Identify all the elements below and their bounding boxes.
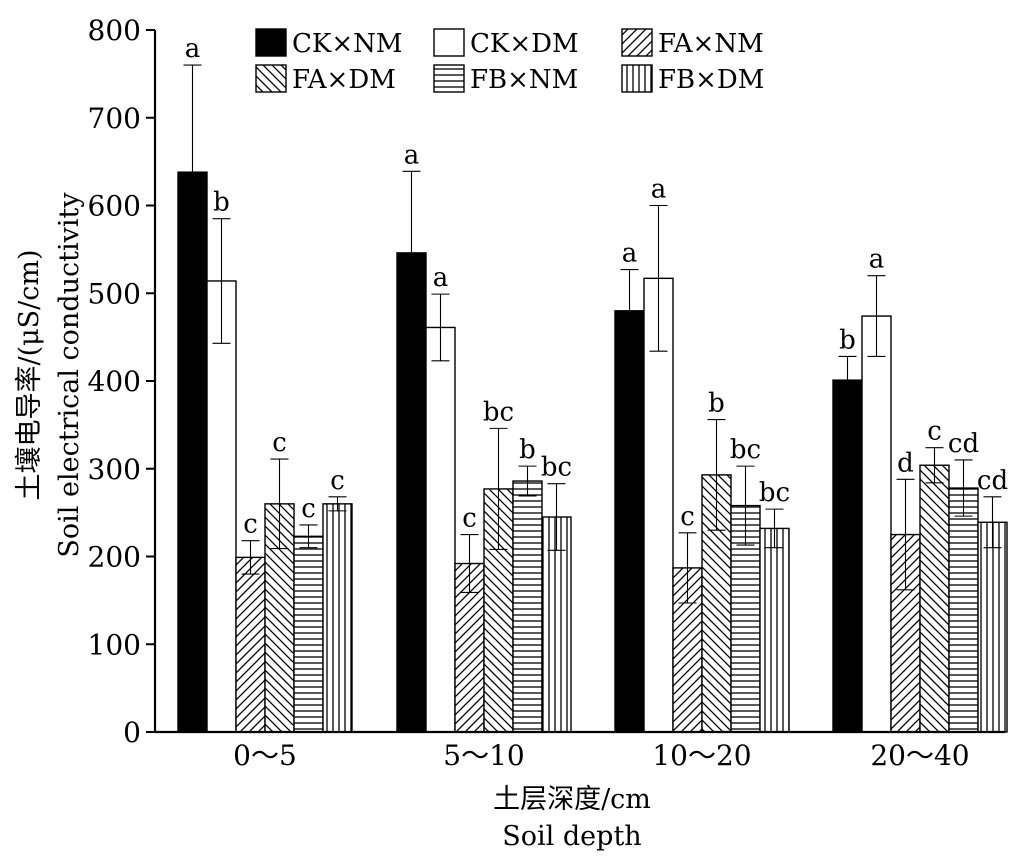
x-category-label: 0～5 — [233, 739, 297, 772]
legend-item: CK×NM — [255, 28, 402, 59]
significance-label: a — [869, 245, 885, 275]
y-axis-title-cn: 土壤电导率/(μS/cm) — [14, 249, 45, 500]
significance-label: bc — [541, 453, 572, 483]
bar — [512, 480, 543, 733]
significance-label: c — [462, 504, 477, 534]
legend-item: FA×DM — [255, 64, 396, 95]
bar — [977, 521, 1008, 733]
significance-label: c — [301, 494, 316, 524]
legend-label: CK×NM — [292, 29, 402, 59]
significance-label: bc — [730, 435, 761, 465]
significance-label: d — [897, 448, 914, 478]
bar — [643, 277, 674, 733]
y-tick-label: 200 — [88, 541, 141, 574]
legend-label: FB×DM — [658, 65, 764, 95]
bar — [293, 535, 324, 733]
legend: CK×NM CK×DM FA×NM FA×DM FB×NM FB×DM — [255, 28, 764, 95]
significance-label: a — [622, 239, 638, 269]
significance-label: c — [272, 428, 287, 458]
x-category-label: 10～20 — [652, 739, 751, 772]
bar — [614, 310, 645, 733]
y-tick-label: 500 — [88, 277, 141, 310]
legend-swatch — [621, 28, 653, 57]
legend-label: FA×DM — [292, 65, 396, 95]
significance-label: b — [839, 325, 856, 355]
legend-label: CK×DM — [470, 29, 579, 59]
significance-label: c — [680, 502, 695, 532]
bar — [425, 326, 456, 733]
bar — [919, 464, 950, 733]
significance-label: b — [213, 188, 230, 218]
axes — [153, 30, 1005, 734]
y-tick-label: 400 — [88, 365, 141, 398]
legend-swatch — [433, 64, 465, 93]
significance-label: cd — [948, 429, 979, 459]
y-axis-title-en: Soil electrical conductivity — [54, 192, 85, 558]
significance-label: b — [519, 435, 536, 465]
x-axis-title-en: Soil depth — [502, 821, 641, 852]
bar — [541, 516, 572, 733]
significance-label: c — [243, 510, 258, 540]
significance-label: bc — [759, 478, 790, 508]
legend-swatch — [433, 28, 465, 57]
significance-label: a — [651, 175, 667, 205]
y-tick-label: 300 — [88, 453, 141, 486]
legend-swatch — [255, 28, 287, 57]
bar — [861, 315, 892, 733]
x-axis-title-cn: 土层深度/cm — [493, 784, 651, 815]
legend-item: CK×DM — [433, 28, 579, 59]
bar — [322, 503, 353, 733]
y-tick-label: 100 — [88, 628, 141, 661]
legend-item: FB×DM — [621, 64, 764, 95]
bar — [759, 527, 790, 733]
significance-label: a — [185, 34, 201, 64]
x-category-label: 5～10 — [443, 739, 524, 772]
y-tick-label: 700 — [88, 102, 141, 135]
legend-swatch — [621, 64, 653, 93]
significance-label: a — [404, 140, 420, 170]
y-tick-label: 0 — [123, 716, 141, 749]
significance-label: b — [708, 389, 725, 419]
significance-label: bc — [483, 397, 514, 427]
bar — [832, 379, 863, 733]
significance-label: a — [433, 263, 449, 293]
y-tick-label: 600 — [88, 190, 141, 223]
legend-swatch — [255, 64, 287, 93]
y-axis-ticks: 0 100 200 300 400 500 600 700 800 — [88, 14, 155, 749]
bar — [235, 556, 266, 733]
significance-label: c — [330, 466, 345, 496]
bar — [948, 487, 979, 733]
legend-label: FB×NM — [470, 65, 578, 95]
y-tick-label: 800 — [88, 14, 141, 47]
significance-label: cd — [977, 466, 1008, 496]
legend-label: FA×NM — [658, 29, 764, 59]
significance-label: c — [927, 417, 942, 447]
x-category-label: 20～40 — [870, 739, 969, 772]
bar — [206, 280, 237, 733]
legend-item: FB×NM — [433, 64, 578, 95]
legend-item: FA×NM — [621, 28, 764, 59]
